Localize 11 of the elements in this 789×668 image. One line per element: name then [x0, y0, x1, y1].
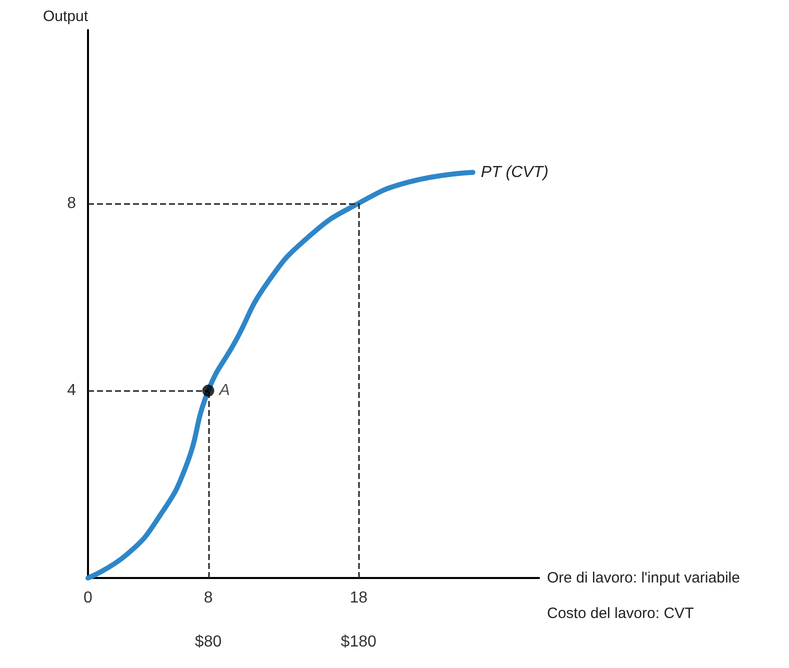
x2-tick-label: $80 [194, 634, 222, 650]
series-label: A [218, 382, 230, 400]
x-tick-label: 8 [204, 590, 213, 606]
x2-tick-label: $180 [340, 634, 376, 650]
y-axis-title: Output [42, 8, 89, 25]
y-tick-label: 4 [67, 382, 76, 400]
x-tick-label: 0 [84, 590, 93, 606]
x2-axis-title: Costo del lavoro: CVT [547, 605, 694, 622]
series-label: PT (CVT) [480, 164, 548, 181]
x-axis-title: Ore di lavoro: l'input variabile [547, 570, 740, 586]
x-tick-label: 18 [350, 590, 368, 606]
